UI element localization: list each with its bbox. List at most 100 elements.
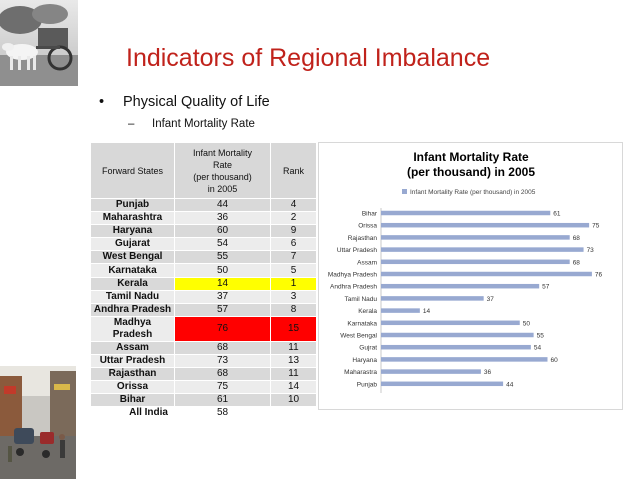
bar xyxy=(381,369,481,374)
header-imr-line1: Infant Mortality xyxy=(192,147,253,158)
category-label: Orissa xyxy=(358,223,377,230)
cell-value: 73 xyxy=(174,353,271,369)
category-label: Maharastra xyxy=(344,369,377,376)
bullet-infant-mortality: – Infant Mortality Rate xyxy=(128,118,255,130)
cell-rank: 6 xyxy=(270,237,317,252)
table-row: Haryana 60 9 xyxy=(90,224,317,239)
cell-state: Punjab xyxy=(90,197,175,213)
cell-value: 50 xyxy=(174,263,271,278)
cell-state: Rajasthan xyxy=(90,367,175,382)
bar xyxy=(381,296,484,301)
cell-value: 55 xyxy=(174,250,271,265)
bar-value-label: 44 xyxy=(506,381,514,388)
category-label: Gujrat xyxy=(359,345,377,352)
table-row: West Bengal 55 7 xyxy=(90,250,317,265)
bar-value-label: 36 xyxy=(484,369,492,376)
bar-value-label: 60 xyxy=(551,357,559,364)
table-row: Uttar Pradesh 73 13 xyxy=(90,353,317,369)
table-row-total: All India 58 xyxy=(90,406,317,421)
bar-value-label: 57 xyxy=(542,284,550,291)
header-imr: Infant Mortality Rate (per thousand) in … xyxy=(174,142,271,199)
cell-state: Andhra Pradesh xyxy=(90,302,175,317)
category-label: Punjab xyxy=(357,381,378,388)
chart-title-line2: (per thousand) in 2005 xyxy=(407,165,535,179)
category-label: Kerala xyxy=(358,308,377,315)
bar-value-label: 54 xyxy=(534,345,542,352)
cell-state: Haryana xyxy=(90,224,175,239)
table-row: Andhra Pradesh 57 8 xyxy=(90,302,317,317)
table-row: Bihar 61 10 xyxy=(90,393,317,408)
bar xyxy=(381,271,592,277)
cell-state: Assam xyxy=(90,340,175,355)
cell-state: Gujarat xyxy=(90,237,175,252)
bar-value-label: 61 xyxy=(553,211,561,218)
cell-value: 44 xyxy=(174,197,271,213)
bar-value-label: 75 xyxy=(592,223,600,230)
cell-state: Madhya Pradesh xyxy=(90,315,175,342)
bar-value-label: 73 xyxy=(587,247,595,254)
header-state: Forward States xyxy=(90,142,175,199)
table-row: Gujarat 54 6 xyxy=(90,237,317,252)
bullet-physical-quality: • Physical Quality of Life xyxy=(99,94,270,110)
dash-symbol: – xyxy=(128,118,135,130)
bar-value-label: 14 xyxy=(423,308,431,315)
cell-rank: 7 xyxy=(270,250,317,265)
bar-value-label: 68 xyxy=(573,259,581,266)
category-label: Bihar xyxy=(362,211,378,218)
category-label: Uttar Pradesh xyxy=(337,247,377,254)
total-cell-rank xyxy=(270,406,317,421)
bar xyxy=(381,320,520,326)
bar-value-label: 55 xyxy=(537,333,545,340)
cell-state: Maharashtra xyxy=(90,211,175,226)
table-row: Rajasthan 68 11 xyxy=(90,367,317,382)
cell-value: 54 xyxy=(174,237,271,252)
chart-svg: Infant Mortality Rate(per thousand) in 2… xyxy=(328,150,603,393)
category-label: Madhya Pradesh xyxy=(328,272,378,279)
cell-value: 68 xyxy=(174,340,271,355)
bar xyxy=(381,357,548,362)
cell-value: 75 xyxy=(174,380,271,395)
cell-state: Uttar Pradesh xyxy=(90,353,175,369)
cell-rank: 13 xyxy=(270,353,317,369)
bar xyxy=(381,222,590,228)
imr-table: Forward States Infant Mortality Rate (pe… xyxy=(90,142,317,421)
header-imr-line2: Rate xyxy=(212,159,232,170)
imr-chart: Infant Mortality Rate (per thousand) in 2… xyxy=(318,142,623,410)
cell-state: Karnataka xyxy=(90,263,175,278)
cell-rank: 3 xyxy=(270,289,317,304)
category-label: Assam xyxy=(357,259,377,266)
cell-value: 61 xyxy=(174,393,271,408)
street-scene-photo xyxy=(0,366,76,479)
legend-label: Infant Mortality Rate (per thousand) in … xyxy=(410,189,536,196)
cell-value: 60 xyxy=(174,224,271,239)
bullet-sub-text: Infant Mortality Rate xyxy=(152,118,255,130)
cell-value: 37 xyxy=(174,289,271,304)
header-rank: Rank xyxy=(270,142,317,199)
table-row: Madhya Pradesh 76 15 xyxy=(90,315,317,342)
category-label: Haryana xyxy=(352,357,377,364)
table-body: Punjab 44 4 Maharashtra 36 2 Haryana 60 9 Gujarat… xyxy=(90,197,317,421)
cell-state: Orissa xyxy=(90,380,175,395)
cell-value: 14 xyxy=(174,276,271,291)
table-row: Karnataka 50 5 xyxy=(90,263,317,278)
slide-title: Indicators of Regional Imbalance xyxy=(126,44,491,72)
category-label: Tamil Nadu xyxy=(344,296,377,303)
table-row: Tamil Nadu 37 3 xyxy=(90,289,317,304)
cell-rank: 2 xyxy=(270,211,317,226)
bullet-symbol: • xyxy=(99,94,105,110)
bar xyxy=(381,283,540,289)
cell-rank: 10 xyxy=(270,393,317,408)
cell-rank: 5 xyxy=(270,263,317,278)
table-row: Assam 68 11 xyxy=(90,340,317,355)
cell-state: West Bengal xyxy=(90,250,175,265)
cell-rank: 4 xyxy=(270,197,317,213)
cell-rank: 8 xyxy=(270,302,317,317)
cell-rank: 1 xyxy=(270,276,317,291)
bar-value-label: 68 xyxy=(573,235,581,242)
bar xyxy=(381,381,504,387)
chart-title-line1: Infant Mortality Rate xyxy=(413,150,529,164)
cell-state: Tamil Nadu xyxy=(90,289,175,304)
cell-state: Bihar xyxy=(90,393,175,408)
cell-value: 57 xyxy=(174,302,271,317)
